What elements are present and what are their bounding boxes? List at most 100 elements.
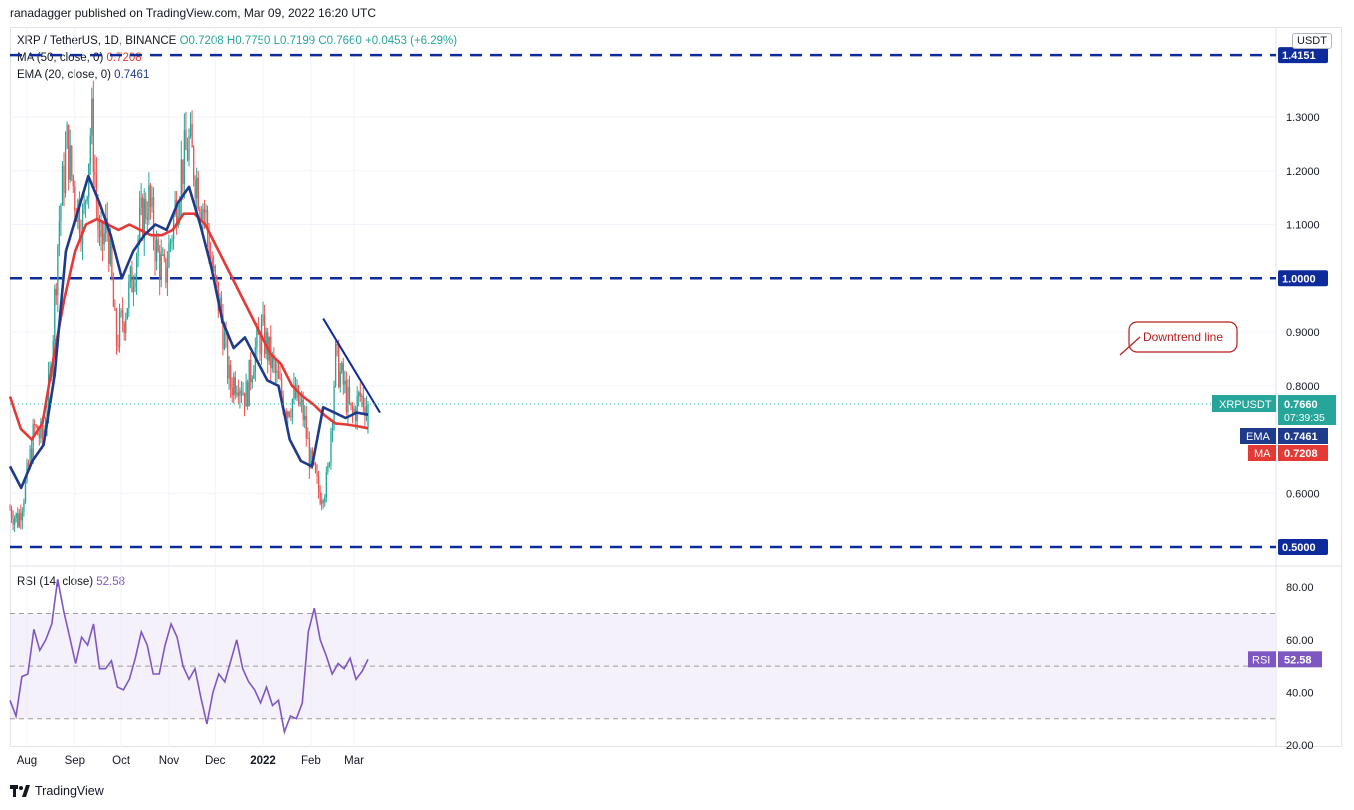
candle-body	[151, 197, 153, 207]
candle-body	[223, 332, 226, 350]
candle-body	[299, 402, 301, 405]
candle-body	[301, 399, 303, 403]
candle-body	[361, 395, 363, 397]
candle-body	[162, 254, 164, 256]
candle-body	[135, 256, 138, 283]
candle-body	[321, 500, 323, 504]
candle-body	[308, 438, 311, 469]
ema-name-label: EMA	[1246, 431, 1271, 443]
candle-body	[324, 497, 326, 503]
y-tick-label: 0.6000	[1286, 488, 1320, 500]
ema-value-label: 0.7461	[1284, 431, 1318, 443]
candle-body	[358, 392, 360, 396]
annotation-pointer	[1119, 336, 1141, 356]
candle-body	[206, 210, 209, 234]
candle-body	[318, 476, 320, 493]
candle-body	[325, 471, 328, 498]
candle-body	[209, 256, 212, 259]
level-tag-label: 0.5000	[1282, 542, 1316, 554]
candle-body	[61, 165, 64, 206]
candle-body	[176, 199, 178, 227]
candle-body	[280, 378, 283, 396]
candle-body	[18, 513, 20, 527]
candle-body	[166, 267, 169, 283]
candle-body	[277, 370, 280, 379]
candle-body	[248, 359, 250, 407]
candle-body	[105, 217, 107, 234]
candle-body	[23, 502, 25, 512]
candle-body	[91, 98, 93, 136]
candle-body	[276, 370, 278, 374]
ema-line	[8, 174, 369, 490]
candle-body	[305, 415, 307, 439]
candle-body	[268, 336, 270, 361]
candle-body	[331, 422, 334, 431]
rsi-line	[9, 579, 369, 735]
candle-body	[251, 378, 253, 383]
candle-body	[222, 315, 224, 350]
candle-body	[185, 129, 187, 150]
candle-body	[188, 135, 190, 161]
rsi-value-label: 52.58	[1284, 654, 1312, 666]
candle-body	[208, 233, 210, 257]
last-price-label: 0.7660	[1284, 399, 1318, 411]
candle-body	[290, 415, 292, 417]
candle-body	[38, 434, 41, 439]
candle-body	[9, 509, 11, 511]
candle-body	[98, 230, 101, 237]
candle-body	[288, 411, 290, 416]
candle-body	[27, 463, 30, 467]
candle-body	[186, 149, 189, 161]
candle-body	[302, 399, 304, 420]
level-tag-label: 1.0000	[1282, 273, 1316, 285]
candle-body	[183, 129, 186, 184]
candle-body	[139, 207, 141, 239]
footer-brand: TradingView	[10, 784, 104, 798]
level-tag	[1278, 539, 1328, 555]
candle-body	[83, 201, 85, 210]
candle-body	[345, 380, 348, 413]
candle-body	[242, 392, 244, 395]
currency-label[interactable]: USDT	[1292, 33, 1332, 49]
candle-body	[216, 275, 218, 282]
candle-body	[134, 282, 136, 288]
open-value: O0.7208	[179, 35, 224, 47]
candle-body	[64, 148, 67, 194]
candles-group	[9, 80, 369, 532]
candle-body	[191, 124, 193, 148]
annotation-label: Downtrend line	[1143, 330, 1223, 344]
candle-body	[350, 402, 352, 407]
candle-body	[66, 124, 68, 149]
candle-body	[228, 365, 230, 379]
candle-body	[85, 200, 87, 202]
candle-body	[348, 387, 351, 403]
candle-body	[316, 472, 318, 477]
symbol-label: XRP / TetherUS, 1D, BINANCE	[17, 35, 177, 47]
candle-body	[311, 450, 314, 463]
candle-body	[72, 175, 74, 187]
candle-body	[69, 145, 71, 180]
candle-body	[129, 266, 132, 282]
candle-body	[126, 308, 128, 319]
candle-body	[97, 202, 99, 231]
candle-body	[171, 239, 173, 242]
candle-body	[120, 310, 122, 313]
candle-body	[86, 196, 88, 201]
annotation-box	[1128, 321, 1238, 353]
candle-body	[21, 511, 24, 521]
candle-body	[180, 159, 182, 202]
candle-body	[263, 314, 266, 354]
rsi-legend-value: 52.58	[96, 576, 126, 588]
ma-line	[8, 212, 369, 441]
y-tick-label: 1.1000	[1286, 220, 1320, 232]
candle-body	[367, 404, 369, 429]
ma-value-tag	[1278, 445, 1328, 461]
candle-body	[339, 371, 341, 387]
rsi-value-tag	[1278, 651, 1322, 668]
ema-name-tag	[1240, 428, 1276, 444]
candle-body	[128, 281, 130, 309]
candle-body	[55, 288, 57, 296]
candle-body	[71, 145, 73, 176]
level-tag-label: 1.4151	[1282, 50, 1316, 62]
candle-body	[259, 334, 261, 354]
